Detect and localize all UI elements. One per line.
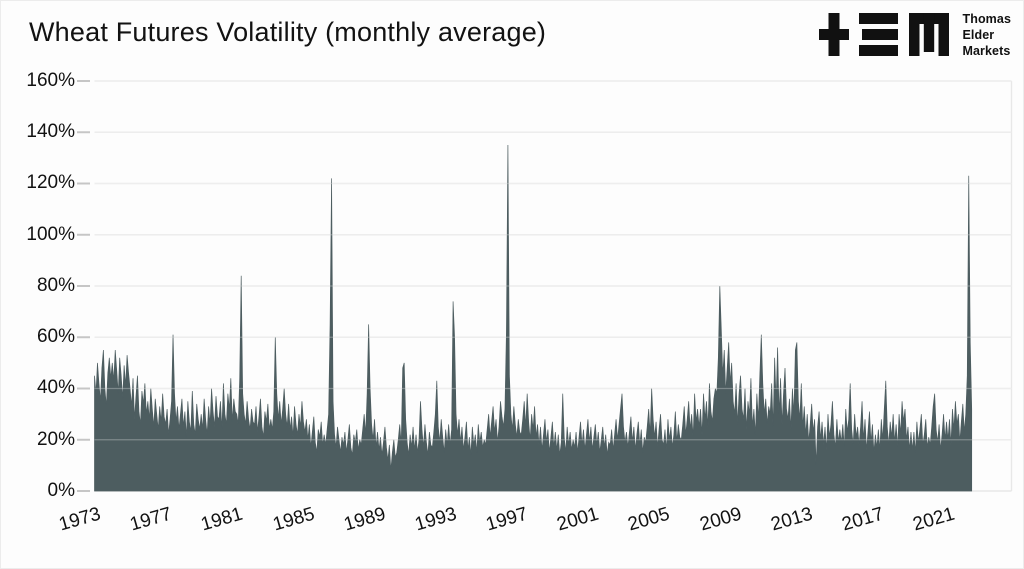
y-axis-label: 160% (26, 70, 75, 91)
logo-line-1: Thomas (962, 12, 1011, 26)
logo-m-icon (909, 13, 950, 56)
y-axis-label: 100% (26, 224, 75, 245)
y-axis-label: 60% (36, 326, 75, 347)
logo-line-3: Markets (962, 44, 1011, 58)
y-axis-label: 40% (36, 377, 75, 398)
y-axis-label: 80% (36, 275, 75, 296)
page-title: Wheat Futures Volatility (monthly averag… (29, 17, 547, 47)
y-axis-label: 0% (47, 480, 75, 501)
logo-wordmark: Thomas Elder Markets (962, 11, 1011, 59)
tem-logo-icon (819, 13, 950, 56)
y-axis-label: 120% (26, 172, 75, 193)
tem-logo: Thomas Elder Markets (819, 11, 1011, 59)
logo-line-2: Elder (962, 28, 995, 42)
logo-bars-icon (859, 13, 899, 56)
y-axis-label: 140% (26, 121, 75, 142)
logo-cross-icon (819, 13, 850, 56)
y-axis-label: 20% (36, 429, 75, 450)
